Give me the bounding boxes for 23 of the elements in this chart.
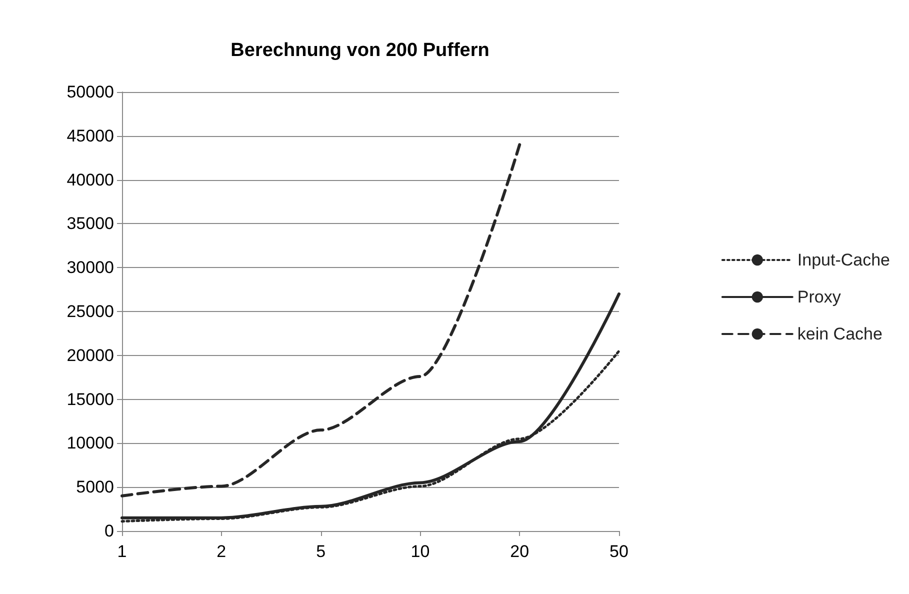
y-tick-label: 30000 (66, 258, 114, 278)
y-tick-label: 40000 (66, 170, 114, 190)
legend-label: Proxy (797, 288, 842, 306)
x-tick-label: 5 (316, 542, 326, 561)
y-tick-label: 20000 (66, 346, 114, 365)
y-tick-label: 15000 (66, 390, 114, 409)
y-tick-label: 0 (104, 522, 114, 540)
x-tick-label: 50 (610, 542, 628, 561)
legend-label: Input-Cache (797, 250, 890, 270)
x-tick-label: 1 (117, 542, 127, 561)
line-series (120, 292, 620, 520)
legend-label: kein Cache (797, 324, 882, 344)
x-tick-label: 20 (510, 542, 530, 561)
x-tick-label: 10 (410, 542, 430, 561)
x-tick-label: 2 (216, 542, 226, 561)
y-tick-label: 45000 (66, 126, 114, 146)
y-tick-label: 10000 (66, 434, 114, 453)
y-tick-label: 35000 (66, 214, 114, 234)
chart-title: Berechnung von 200 Puffern (230, 40, 490, 61)
y-tick-label: 25000 (66, 302, 114, 321)
y-tick-label: 50000 (66, 82, 114, 102)
y-tick-label: 5000 (76, 478, 114, 497)
line-series (120, 143, 522, 498)
